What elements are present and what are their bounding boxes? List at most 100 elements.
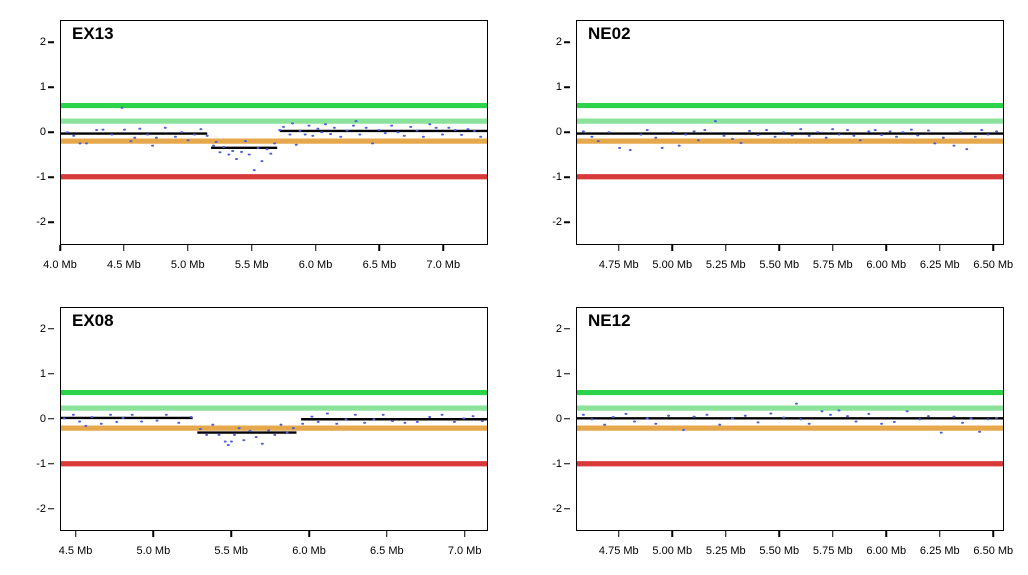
data-point: [156, 420, 158, 421]
data-point: [889, 131, 891, 132]
data-point: [582, 414, 584, 415]
y-tick-mark: [564, 87, 570, 89]
x-tick-mark: [251, 245, 253, 251]
data-point: [678, 145, 680, 146]
data-point: [274, 434, 276, 435]
plot-frame: [576, 307, 1004, 532]
x-tick-label: 6.5 Mb: [370, 545, 404, 557]
y-tick-label: 2: [40, 323, 46, 335]
y-tick-mark: [564, 221, 570, 223]
x-tick-label: 6.5 Mb: [363, 259, 397, 271]
y-tick-mark: [48, 221, 54, 223]
y-tick-mark: [48, 87, 54, 89]
data-point: [72, 414, 74, 415]
data-point: [435, 127, 437, 128]
data-point: [234, 434, 236, 435]
data-point: [821, 410, 823, 411]
data-point: [770, 412, 772, 413]
y-tick-label: -1: [36, 458, 46, 470]
x-tick-label: 6.0 Mb: [299, 259, 333, 271]
data-point: [582, 131, 584, 132]
data-point: [896, 136, 898, 137]
y-tick-label: -1: [552, 458, 562, 470]
data-point: [365, 127, 367, 128]
x-tick-mark: [832, 531, 834, 537]
data-point: [868, 413, 870, 414]
data-point: [693, 416, 695, 417]
plot-svg: [61, 308, 487, 531]
x-tick-mark: [618, 531, 620, 537]
data-point: [392, 420, 394, 421]
data-point: [255, 436, 257, 437]
data-point: [655, 423, 657, 424]
x-tick-mark: [672, 245, 674, 251]
y-tick-mark: [48, 176, 54, 178]
data-point: [625, 413, 627, 414]
data-point: [403, 135, 405, 136]
data-point: [942, 137, 944, 138]
x-tick-label: 5.0 Mb: [171, 259, 205, 271]
data-point: [608, 132, 610, 133]
x-tick-mark: [379, 245, 381, 251]
data-point: [634, 420, 636, 421]
plot-svg: [61, 21, 487, 244]
y-tick-label: 0: [556, 126, 562, 138]
data-point: [131, 414, 133, 415]
data-point: [73, 135, 75, 136]
data-point: [326, 412, 328, 413]
data-point: [336, 423, 338, 424]
data-point: [757, 134, 759, 135]
data-point: [800, 129, 802, 130]
x-tick-mark: [725, 245, 727, 251]
data-point: [410, 126, 412, 127]
data-point: [744, 415, 746, 416]
data-point: [619, 147, 621, 148]
data-point: [629, 150, 631, 151]
plot-frame: [60, 20, 488, 245]
data-point: [974, 136, 976, 137]
data-point: [940, 432, 942, 433]
data-point: [219, 152, 221, 153]
data-point: [693, 131, 695, 132]
data-point: [102, 129, 104, 130]
y-tick-mark: [48, 373, 54, 375]
x-tick-mark: [308, 531, 310, 537]
data-point: [927, 415, 929, 416]
data-point: [953, 416, 955, 417]
data-point: [302, 423, 304, 424]
data-point: [766, 130, 768, 131]
data-point: [218, 434, 220, 435]
data-point: [212, 424, 214, 425]
panel-title: EX08: [72, 311, 114, 331]
data-point: [312, 135, 314, 136]
x-tick-mark: [386, 531, 388, 537]
data-point: [325, 124, 327, 125]
panel-title: EX13: [72, 24, 114, 44]
data-point: [429, 416, 431, 417]
y-tick-label: 1: [40, 81, 46, 93]
data-point: [124, 129, 126, 130]
x-tick-label: 4.0 Mb: [43, 259, 77, 271]
data-point: [791, 135, 793, 136]
data-point: [646, 130, 648, 131]
y-axis: -2-1012: [12, 307, 60, 532]
y-tick-mark: [48, 42, 54, 44]
data-point: [902, 132, 904, 133]
x-tick-mark: [153, 531, 155, 537]
x-tick-label: 7.0 Mb: [448, 545, 482, 557]
data-point: [661, 147, 663, 148]
data-point: [868, 131, 870, 132]
data-point: [178, 422, 180, 423]
y-axis: -2-1012: [528, 307, 576, 532]
data-point: [165, 414, 167, 415]
y-tick-mark: [48, 508, 54, 510]
data-point: [206, 434, 208, 435]
y-tick-label: 0: [40, 126, 46, 138]
x-axis: 4.75 Mb5.00 Mb5.25 Mb5.50 Mb5.75 Mb6.00 …: [576, 531, 1004, 561]
y-tick-label: 0: [40, 413, 46, 425]
panels-container: EX13-2-10124.0 Mb4.5 Mb5.0 Mb5.5 Mb6.0 M…: [0, 0, 1028, 575]
data-point: [116, 421, 118, 422]
data-point: [910, 129, 912, 130]
data-point: [448, 127, 450, 128]
x-tick-label: 5.5 Mb: [235, 259, 269, 271]
